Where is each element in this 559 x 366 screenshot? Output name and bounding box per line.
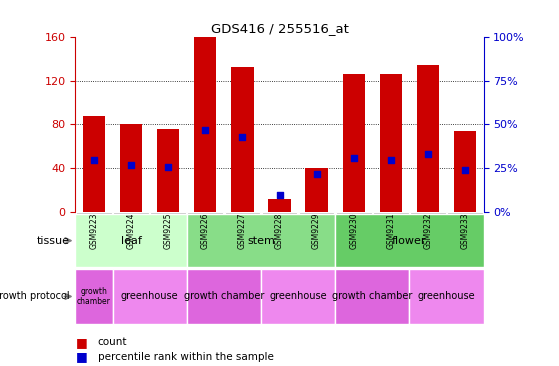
Text: count: count	[98, 337, 127, 347]
Bar	[417, 65, 439, 212]
Bar	[380, 74, 402, 212]
Text: ■: ■	[75, 350, 87, 363]
Point	[386, 157, 395, 163]
Bar	[336, 212, 372, 214]
Text: growth
chamber: growth chamber	[77, 287, 111, 306]
Bar	[231, 67, 254, 212]
Text: tissue: tissue	[37, 236, 70, 246]
Text: growth chamber: growth chamber	[332, 291, 413, 302]
Bar	[305, 168, 328, 212]
Bar	[335, 269, 409, 324]
Point	[201, 127, 210, 132]
Text: GSM9223: GSM9223	[89, 212, 98, 249]
Text: percentile rank within the sample: percentile rank within the sample	[98, 352, 274, 362]
Bar	[75, 269, 112, 324]
Text: GSM9224: GSM9224	[126, 212, 136, 249]
Text: greenhouse: greenhouse	[418, 291, 475, 302]
Bar	[120, 124, 142, 212]
Bar	[187, 214, 335, 267]
Point	[238, 134, 247, 140]
Bar	[268, 199, 291, 212]
Bar	[335, 214, 484, 267]
Bar	[76, 212, 112, 214]
Point	[164, 164, 173, 169]
Text: leaf: leaf	[121, 236, 141, 246]
Text: ■: ■	[75, 336, 87, 349]
Bar	[261, 269, 335, 324]
Bar	[343, 74, 365, 212]
Text: GSM9225: GSM9225	[164, 212, 173, 249]
Text: stem: stem	[247, 236, 275, 246]
Bar	[262, 212, 297, 214]
Point	[312, 171, 321, 176]
Bar	[113, 212, 149, 214]
Text: GSM9231: GSM9231	[386, 212, 395, 249]
Text: GSM9227: GSM9227	[238, 212, 247, 249]
Bar	[447, 212, 483, 214]
Point	[275, 192, 284, 198]
Bar	[150, 212, 186, 214]
Bar	[225, 212, 260, 214]
Text: GSM9228: GSM9228	[275, 212, 284, 249]
Bar	[409, 269, 484, 324]
Bar	[157, 129, 179, 212]
Text: growth protocol: growth protocol	[0, 291, 70, 302]
Bar	[187, 269, 261, 324]
Bar	[299, 212, 334, 214]
Point	[127, 162, 136, 168]
Point	[89, 157, 98, 163]
Text: GSM9230: GSM9230	[349, 212, 358, 249]
Bar	[83, 116, 105, 212]
Bar	[194, 37, 216, 212]
Text: GSM9233: GSM9233	[461, 212, 470, 249]
Bar	[454, 131, 476, 212]
Bar	[75, 214, 187, 267]
Text: growth chamber: growth chamber	[184, 291, 264, 302]
Text: GSM9232: GSM9232	[423, 212, 433, 249]
Bar	[373, 212, 409, 214]
Bar	[187, 212, 223, 214]
Text: greenhouse: greenhouse	[121, 291, 178, 302]
Text: greenhouse: greenhouse	[269, 291, 327, 302]
Bar	[112, 269, 187, 324]
Title: GDS416 / 255516_at: GDS416 / 255516_at	[211, 22, 348, 36]
Text: GSM9226: GSM9226	[201, 212, 210, 249]
Point	[349, 155, 358, 161]
Bar	[410, 212, 446, 214]
Text: flower: flower	[392, 236, 427, 246]
Point	[423, 152, 432, 157]
Point	[461, 167, 470, 173]
Text: GSM9229: GSM9229	[312, 212, 321, 249]
